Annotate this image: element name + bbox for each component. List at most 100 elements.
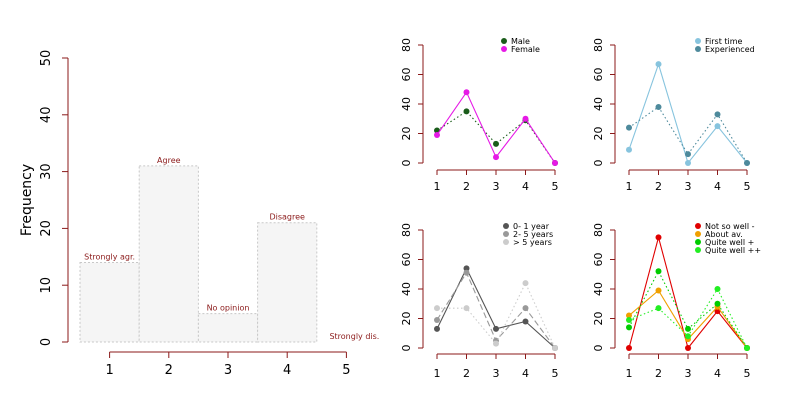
x-tick-label: 1 (626, 367, 633, 380)
y-tick-label: 0 (400, 160, 413, 167)
data-point (463, 269, 470, 276)
bar (138, 165, 199, 343)
bar-y-tick-label: 10 (39, 277, 54, 294)
bar-x-tick-label: 2 (165, 363, 173, 378)
data-point (714, 286, 721, 292)
legend-marker (695, 38, 701, 44)
data-point (552, 160, 558, 166)
y-tick-label: 20 (400, 127, 413, 141)
data-point (522, 280, 529, 287)
series-line (436, 91, 556, 164)
series-line (628, 270, 748, 349)
data-point (493, 325, 499, 332)
legend-label: Male (511, 37, 530, 46)
data-point (463, 265, 470, 272)
legend-marker (695, 247, 701, 253)
x-tick-label: 2 (463, 180, 470, 193)
bar-y-tick-label: 40 (39, 107, 54, 124)
legend-marker (695, 231, 701, 237)
bar-chart-panel: 0 10 20 30 40 50 Frequency 1 2 3 4 5 Strongly agr. Ag… (19, 50, 379, 378)
data-point (626, 146, 632, 153)
data-point (744, 345, 750, 351)
legend-marker (501, 46, 507, 52)
data-point (714, 123, 721, 130)
legend-label: Experienced (705, 45, 755, 54)
legend-marker (503, 231, 509, 237)
series-line (628, 106, 748, 164)
legend-label: Quite well ++ (705, 246, 761, 255)
data-point (434, 325, 440, 332)
x-tick-label: 3 (493, 367, 500, 380)
series-line (436, 267, 556, 349)
data-point (626, 324, 632, 331)
legend-label: > 5 years (513, 238, 552, 247)
bar-y-axis-label: Frequency (19, 164, 35, 236)
bar-y-tick-label: 20 (39, 220, 54, 237)
data-point (655, 305, 662, 312)
data-point (655, 234, 662, 241)
x-tick-label: 1 (434, 180, 441, 193)
data-point (685, 333, 691, 340)
legend-marker (695, 223, 701, 229)
legend-marker (503, 223, 509, 229)
data-point (685, 345, 691, 351)
y-tick-label: 20 (592, 312, 605, 326)
bar-x-tick-label: 5 (342, 363, 350, 378)
bar (257, 222, 318, 343)
x-tick-label: 3 (685, 367, 692, 380)
y-tick-label: 60 (592, 68, 605, 82)
y-tick-label: 80 (592, 223, 605, 237)
data-point (655, 61, 662, 68)
x-tick-label: 4 (522, 367, 529, 380)
y-tick-label: 20 (592, 127, 605, 141)
legend-label: Quite well + (705, 238, 754, 247)
data-point (744, 160, 750, 166)
legend-label: First time (705, 37, 743, 46)
bar (79, 261, 140, 343)
bar-data-label: No opinion (207, 304, 250, 313)
x-tick-label: 4 (714, 180, 721, 193)
data-point (493, 340, 499, 347)
x-tick-label: 4 (714, 367, 721, 380)
data-point (493, 154, 499, 161)
legend-marker (695, 239, 701, 245)
data-point (714, 300, 721, 307)
data-point (655, 287, 662, 294)
bar-data-label: Strongly agr. (84, 252, 135, 261)
bar-data-label: Disagree (269, 213, 305, 222)
bar-data-label: Strongly dis. (329, 332, 379, 341)
x-tick-label: 3 (493, 180, 500, 193)
data-point (714, 111, 721, 118)
data-point (434, 305, 440, 312)
data-point (434, 131, 440, 138)
legend-label: Female (511, 45, 540, 54)
data-point (522, 318, 529, 325)
bar-x-tick-label: 4 (283, 363, 291, 378)
y-tick-label: 40 (400, 97, 413, 111)
data-point (493, 140, 499, 147)
legend-label: About av. (705, 230, 743, 239)
x-tick-label: 5 (552, 180, 559, 193)
legend-label: 2- 5 years (513, 230, 553, 239)
x-tick-label: 2 (655, 367, 662, 380)
y-tick-label: 80 (400, 38, 413, 52)
data-point (522, 305, 529, 312)
bar-y-tick-label: 0 (39, 338, 54, 346)
legend-label: 0- 1 year (513, 222, 550, 231)
x-tick-label: 5 (744, 180, 751, 193)
data-point (626, 312, 632, 319)
y-tick-label: 20 (400, 312, 413, 326)
x-tick-label: 2 (655, 180, 662, 193)
bar-y-tick-label: 30 (39, 163, 54, 180)
data-point (655, 103, 662, 110)
y-tick-label: 60 (400, 253, 413, 267)
legend-marker (695, 46, 701, 52)
y-tick-label: 40 (400, 282, 413, 296)
bar-data-label: Agree (157, 156, 181, 165)
data-point (463, 108, 470, 115)
data-point (552, 345, 558, 351)
